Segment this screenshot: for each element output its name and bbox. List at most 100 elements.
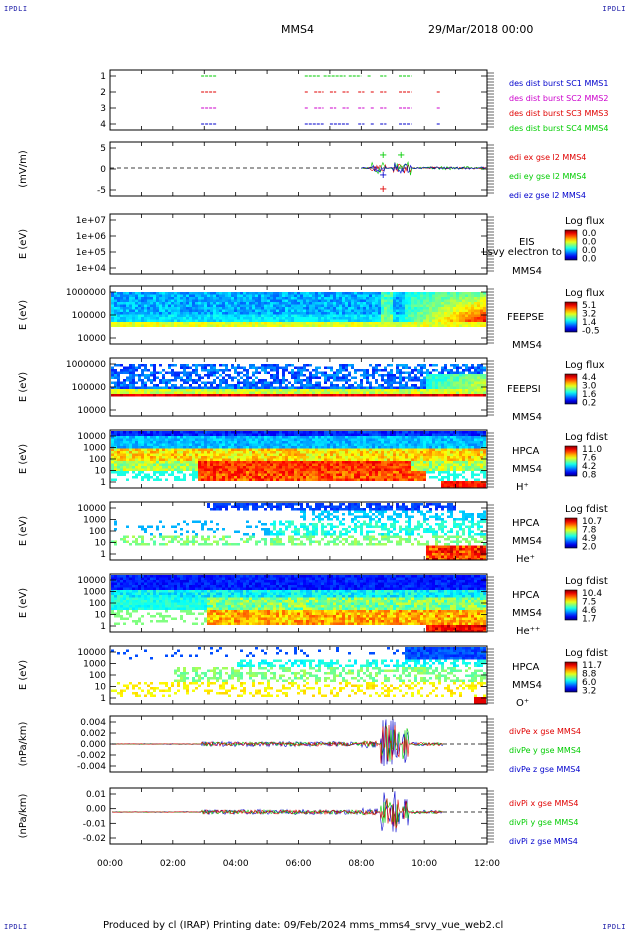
spacecraft-label: MMS4 bbox=[512, 680, 542, 691]
colorbar-tick-label: 4.6 bbox=[582, 606, 597, 616]
spectrogram bbox=[111, 647, 486, 705]
y-tick-label: 1 bbox=[100, 694, 106, 704]
y-axis-label: E (eV) bbox=[18, 660, 29, 690]
colorbar-tick-label: 0.8 bbox=[582, 471, 597, 481]
colorbar-tick-label: 3.2 bbox=[582, 687, 596, 697]
colorbar-tick-label: 6.0 bbox=[582, 678, 597, 688]
y-tick-label: 0.004 bbox=[80, 718, 106, 728]
legend-entry: edi ey gse l2 MMS4 bbox=[509, 172, 587, 181]
spectrogram bbox=[111, 575, 486, 633]
y-axis-label: E (eV) bbox=[18, 444, 29, 474]
y-tick-label: 1 bbox=[100, 72, 106, 82]
y-tick-label: 1000 bbox=[83, 660, 106, 670]
y-axis-label: E (eV) bbox=[18, 516, 29, 546]
time-tick-label: 02:00 bbox=[160, 859, 186, 869]
instrument-label: HPCA bbox=[512, 518, 540, 529]
colorbar bbox=[564, 229, 578, 261]
panel-frame bbox=[109, 69, 488, 131]
panel-frame bbox=[109, 787, 488, 845]
spacecraft-label: MMS4 bbox=[512, 464, 542, 475]
colorbar-tick-label: 4.2 bbox=[582, 462, 596, 472]
colorbar-tick-label: -0.5 bbox=[582, 327, 600, 337]
plot-datetime: 29/Mar/2018 00:00 bbox=[428, 23, 534, 36]
y-tick-label: 0.00 bbox=[86, 805, 106, 815]
y-tick-label: 100 bbox=[89, 527, 106, 537]
y-tick-label: 100 bbox=[89, 455, 106, 465]
species-label: He⁺⁺ bbox=[516, 626, 540, 637]
y-tick-label: 1 bbox=[100, 550, 106, 560]
y-tick-label: 100000 bbox=[72, 383, 107, 393]
y-axis-label: E (eV) bbox=[18, 300, 29, 330]
y-tick-label: 0.000 bbox=[80, 740, 106, 750]
colorbar-title: Log flux bbox=[565, 216, 605, 227]
edi-marker: + bbox=[397, 150, 405, 161]
y-tick-label: 2 bbox=[100, 88, 106, 98]
y-tick-label: 10 bbox=[95, 467, 107, 477]
spectrogram bbox=[111, 503, 486, 561]
colorbar-tick-label: 0.2 bbox=[582, 399, 596, 409]
time-tick-label: 04:00 bbox=[223, 859, 249, 869]
y-axis-label: E (eV) bbox=[18, 229, 29, 259]
instrument-label: EIS bbox=[519, 237, 535, 248]
colorbar bbox=[564, 661, 578, 693]
instrument-sublabel: Lsvy electron to bbox=[482, 247, 562, 258]
y-tick-label: 0.01 bbox=[86, 790, 106, 800]
y-tick-label: 1000000 bbox=[66, 360, 106, 370]
colorbar-tick-label: 7.5 bbox=[582, 598, 596, 608]
y-tick-label: 10000 bbox=[77, 432, 106, 442]
panel-frame bbox=[109, 213, 488, 275]
legend-entry: edi ex gse l2 MMS4 bbox=[509, 153, 586, 162]
panel-frame bbox=[109, 141, 488, 197]
y-axis-label: E (eV) bbox=[18, 372, 29, 402]
colorbar-tick-label: 7.6 bbox=[582, 454, 597, 464]
corner-mark-top-right: IPDLI bbox=[602, 5, 626, 13]
y-tick-label: -0.002 bbox=[77, 751, 106, 761]
y-tick-label: 0 bbox=[100, 165, 106, 175]
spacecraft-label: MMS4 bbox=[512, 340, 542, 351]
y-tick-label: 100 bbox=[89, 599, 106, 609]
edi-marker: + bbox=[379, 184, 387, 195]
corner-mark-bottom-right: IPDLI bbox=[602, 923, 626, 931]
spectrogram bbox=[111, 364, 486, 397]
spacecraft-label: MMS4 bbox=[512, 412, 542, 423]
y-tick-label: -0.01 bbox=[83, 819, 106, 829]
colorbar-title: Log flux bbox=[565, 288, 605, 299]
spectrogram bbox=[111, 431, 486, 489]
colorbar-tick-label: 1.4 bbox=[582, 318, 597, 328]
y-axis-label: E (eV) bbox=[18, 588, 29, 618]
colorbar bbox=[564, 301, 578, 333]
legend-entry: des dist burst SC2 MMS2 bbox=[509, 94, 608, 103]
legend-entry: des dist burst SC1 MMS1 bbox=[509, 79, 608, 88]
y-tick-label: 1000 bbox=[83, 516, 106, 526]
y-tick-label: 10 bbox=[95, 539, 107, 549]
legend-entry: divPe y gse MMS4 bbox=[509, 746, 581, 755]
corner-mark-top-left: IPDLI bbox=[4, 5, 28, 13]
colorbar-title: Log fdist bbox=[565, 648, 608, 659]
edi-marker: + bbox=[379, 150, 387, 161]
y-axis-label: (nPa/km) bbox=[18, 794, 29, 839]
y-tick-label: 10000 bbox=[77, 576, 106, 586]
colorbar-tick-label: 1.6 bbox=[582, 390, 597, 400]
colorbar-tick-label: 2.0 bbox=[582, 543, 597, 553]
colorbar bbox=[564, 517, 578, 549]
colorbar bbox=[564, 445, 578, 477]
y-tick-label: 10 bbox=[95, 611, 107, 621]
y-tick-label: 1e+04 bbox=[76, 264, 107, 274]
colorbar-tick-label: 0.0 bbox=[582, 229, 597, 239]
y-tick-label: 1e+07 bbox=[76, 216, 106, 226]
time-tick-label: 06:00 bbox=[286, 859, 312, 869]
spacecraft-title: MMS4 bbox=[281, 23, 314, 36]
instrument-label: FEEPSE bbox=[507, 312, 544, 323]
edi-trace bbox=[361, 162, 487, 174]
legend-entry: divPe x gse MMS4 bbox=[509, 727, 581, 736]
instrument-label: HPCA bbox=[512, 662, 540, 673]
instrument-label: FEEPSI bbox=[507, 384, 541, 395]
y-tick-label: 1e+06 bbox=[76, 232, 107, 242]
colorbar-title: Log fdist bbox=[565, 504, 608, 515]
colorbar-tick-label: 3.2 bbox=[582, 310, 596, 320]
species-label: H⁺ bbox=[516, 482, 529, 493]
time-tick-label: 10:00 bbox=[411, 859, 437, 869]
colorbar-tick-label: 10.7 bbox=[582, 517, 602, 527]
